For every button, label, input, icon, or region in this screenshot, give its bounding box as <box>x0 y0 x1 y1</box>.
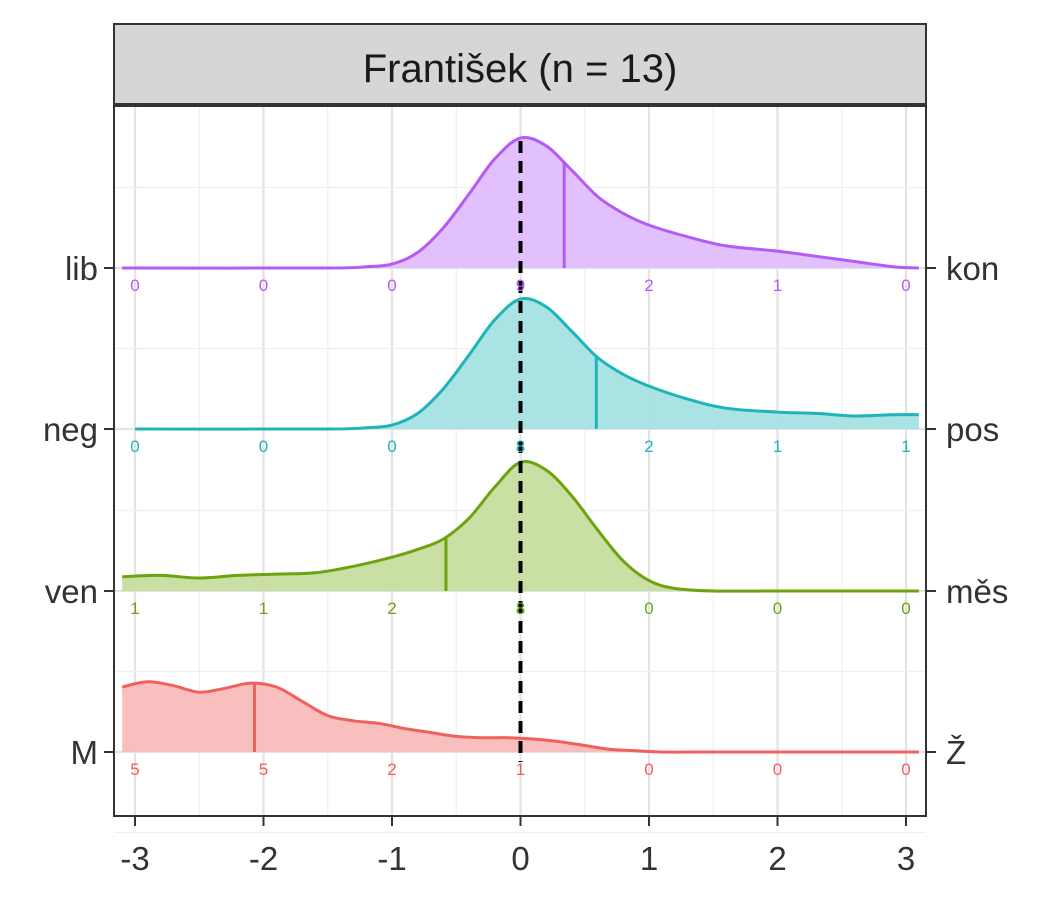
count-label: 0 <box>644 599 653 618</box>
count-label: 0 <box>130 437 139 456</box>
axes: -3 -2 -1 0 1 2 3 lib kon neg pos ven měs M Ž <box>43 250 1008 877</box>
count-label: 0 <box>773 599 782 618</box>
y-label-right: Ž <box>946 734 966 771</box>
count-label: 8 <box>516 599 525 618</box>
x-tick-label: 0 <box>511 840 529 877</box>
x-tick-label: -2 <box>249 840 278 877</box>
x-tick-label: 1 <box>640 840 658 877</box>
count-label: 2 <box>644 276 653 295</box>
count-label: 1 <box>773 437 782 456</box>
count-label: 1 <box>516 760 525 779</box>
density-line <box>121 680 919 754</box>
count-labels: 0 0 0 9 2 1 0 0 0 0 8 2 1 1 1 1 2 8 0 0 0 5 5 2 1 0 0 0 <box>130 276 910 779</box>
count-label: 0 <box>130 276 139 295</box>
density-line <box>122 460 919 593</box>
count-label: 0 <box>901 276 910 295</box>
x-tick-label: -3 <box>120 840 149 877</box>
ridge-neg <box>134 296 919 431</box>
y-label-left: ven <box>45 573 98 610</box>
density-line <box>122 135 919 270</box>
x-tick-label: -1 <box>377 840 406 877</box>
y-label-right: měs <box>946 573 1008 610</box>
x-tick-label: 3 <box>897 840 915 877</box>
y-label-right: pos <box>946 411 999 448</box>
count-label: 2 <box>644 437 653 456</box>
count-label: 5 <box>259 760 268 779</box>
count-label: 0 <box>387 276 396 295</box>
count-label: 9 <box>516 276 525 295</box>
count-label: 1 <box>130 599 139 618</box>
density-line <box>134 296 919 431</box>
count-label: 0 <box>387 437 396 456</box>
ridge-m <box>121 680 919 754</box>
count-label: 0 <box>259 276 268 295</box>
count-label: 5 <box>130 760 139 779</box>
density-area <box>122 681 919 753</box>
y-label-left: M <box>71 734 99 771</box>
x-tick-label: 2 <box>768 840 786 877</box>
y-label-left: neg <box>43 411 98 448</box>
count-label: 8 <box>516 437 525 456</box>
count-label: 1 <box>259 599 268 618</box>
count-label: 1 <box>901 437 910 456</box>
y-label-right: kon <box>946 250 999 287</box>
facet-strip <box>113 23 927 105</box>
count-label: 0 <box>644 760 653 779</box>
count-label: 2 <box>387 599 396 618</box>
count-label: 0 <box>901 599 910 618</box>
facet-title: František (n = 13) <box>363 47 678 91</box>
y-label-left: lib <box>65 250 98 287</box>
count-label: 0 <box>773 760 782 779</box>
density-area <box>135 298 919 430</box>
count-label: 0 <box>259 437 268 456</box>
count-label: 0 <box>901 760 910 779</box>
count-label: 1 <box>773 276 782 295</box>
count-label: 2 <box>387 760 396 779</box>
